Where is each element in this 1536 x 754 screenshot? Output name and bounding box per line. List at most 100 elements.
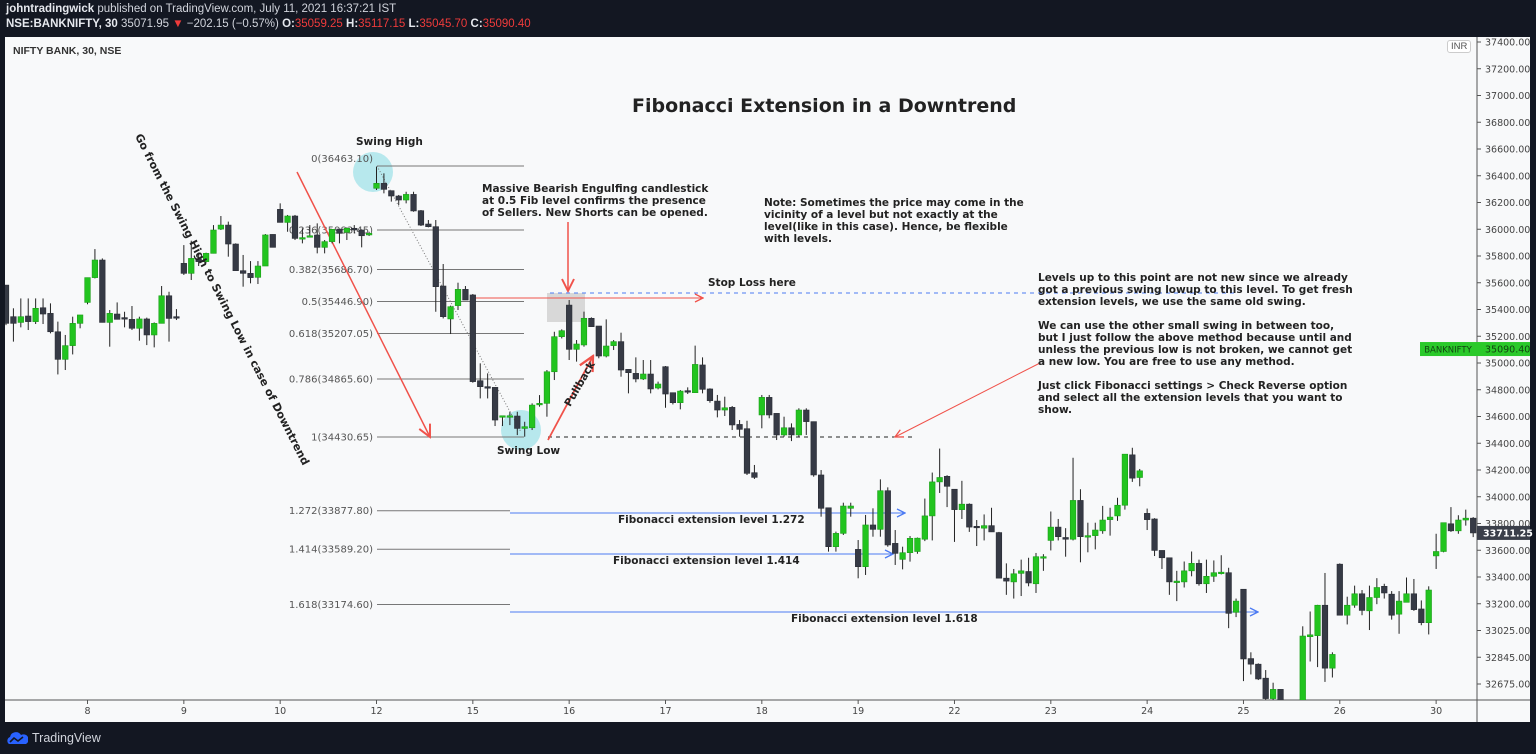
candle-bearish <box>595 325 602 357</box>
candle-bullish <box>84 277 91 303</box>
candle-bullish <box>91 259 99 278</box>
candle-bullish <box>1366 597 1373 612</box>
fib-level-label: 0(36463.10) <box>311 154 373 165</box>
candle-bearish <box>25 315 32 322</box>
candle-bullish <box>306 235 313 238</box>
candle-bullish <box>403 194 410 201</box>
candle-bearish <box>484 386 491 389</box>
candle-bullish <box>551 336 558 373</box>
candle-bearish <box>625 369 632 373</box>
candle-bullish <box>106 313 113 323</box>
candle-bearish <box>1158 550 1166 559</box>
candle-bullish <box>654 383 662 389</box>
candle-bearish <box>269 234 276 248</box>
candle-bullish <box>1136 470 1143 478</box>
candle-bearish <box>588 317 595 327</box>
candle-bullish <box>454 289 462 306</box>
y-tick-label: 36200.00 <box>1485 198 1530 209</box>
candle-bullish <box>1114 504 1121 517</box>
candle-bullish <box>1084 535 1091 538</box>
currency-badge[interactable]: INR <box>1447 40 1472 53</box>
chart-panel[interactable] <box>5 37 1530 722</box>
candle-bullish <box>862 524 869 568</box>
candle-bearish <box>1470 517 1477 534</box>
candle-bearish <box>973 525 980 529</box>
candle-bearish <box>336 228 343 234</box>
candle-bearish <box>1144 513 1151 520</box>
candle-bearish <box>632 373 639 380</box>
publish-info: johntradingwick published on TradingView… <box>6 3 396 15</box>
candle-bearish <box>432 226 439 287</box>
candle-bullish <box>840 505 847 534</box>
candle-bullish <box>692 364 699 393</box>
candle-bearish <box>766 397 773 416</box>
candle-bearish <box>143 318 150 336</box>
y-tick-label: 33025.00 <box>1485 626 1530 637</box>
candle-bullish <box>1069 500 1077 540</box>
candle-bearish <box>5 284 10 324</box>
candle-bullish <box>1433 551 1440 557</box>
candle-bearish <box>1255 663 1262 680</box>
candle-bullish <box>1307 634 1314 638</box>
swing-direction-arrow <box>296 171 430 437</box>
price-change: −202.15 (−0.57%) <box>186 18 279 30</box>
x-tick-label: 18 <box>756 706 768 717</box>
candle-bearish <box>39 307 47 315</box>
candle-bullish <box>1047 526 1054 541</box>
last-price-value: 33711.25 <box>1483 528 1533 539</box>
candle-bullish <box>188 258 195 274</box>
open-label: O: <box>282 18 295 30</box>
low-value: 35045.70 <box>419 18 468 30</box>
candle-bullish <box>832 533 840 547</box>
candle-bullish <box>1010 573 1017 583</box>
candle-bearish <box>817 474 825 509</box>
candle-bearish <box>736 424 743 430</box>
y-tick-label: 34600.00 <box>1485 412 1530 423</box>
candle-bullish <box>158 295 165 324</box>
candle-bearish <box>1247 658 1254 665</box>
tradingview-brand[interactable]: TradingView <box>32 731 101 745</box>
candle-bearish <box>1410 593 1417 610</box>
candle-bearish <box>662 366 669 395</box>
candle-bullish <box>1232 600 1240 613</box>
candle-bearish <box>951 488 958 510</box>
candle-bullish <box>254 265 262 278</box>
candle-bearish <box>1336 563 1343 616</box>
candle-bearish <box>180 263 187 274</box>
candle-bearish <box>1077 500 1084 537</box>
candle-bullish <box>1121 453 1129 506</box>
low-label: L: <box>408 18 420 30</box>
candle-bearish <box>714 400 721 411</box>
candle-bearish <box>869 524 877 530</box>
candle-bullish <box>543 371 551 404</box>
candle-bearish <box>1225 572 1232 614</box>
candle-bearish <box>1062 537 1069 540</box>
candle-bullish <box>1018 570 1025 574</box>
close-label: C: <box>470 18 483 30</box>
candle-bullish <box>343 227 350 233</box>
candle-bullish <box>958 503 965 510</box>
candle-bearish <box>1418 608 1425 624</box>
author-name[interactable]: johntradingwick <box>6 3 95 15</box>
candle-bearish <box>351 227 358 231</box>
candle-bearish <box>380 183 388 190</box>
candle-bearish <box>1240 588 1247 660</box>
candle-bullish <box>899 552 906 560</box>
candle-bearish <box>388 190 395 197</box>
candle-bullish <box>447 306 454 320</box>
open-value: 35059.25 <box>294 18 343 30</box>
candle-bullish <box>151 323 158 336</box>
candle-bearish <box>114 313 121 320</box>
published-text: published on TradingView.com, July 11, 2… <box>97 3 397 15</box>
fib-level-label: 0.618(35207.05) <box>289 329 373 340</box>
candle-bullish <box>1351 593 1358 606</box>
high-value: 35117.15 <box>358 18 406 30</box>
candle-bearish <box>729 407 736 426</box>
candle-bearish <box>247 273 254 278</box>
x-tick-label: 23 <box>1045 706 1057 717</box>
candle-bearish <box>410 194 417 212</box>
y-tick-label: 37400.00 <box>1485 38 1530 49</box>
candle-bullish <box>1040 556 1047 559</box>
y-tick-label: 35600.00 <box>1485 278 1530 289</box>
